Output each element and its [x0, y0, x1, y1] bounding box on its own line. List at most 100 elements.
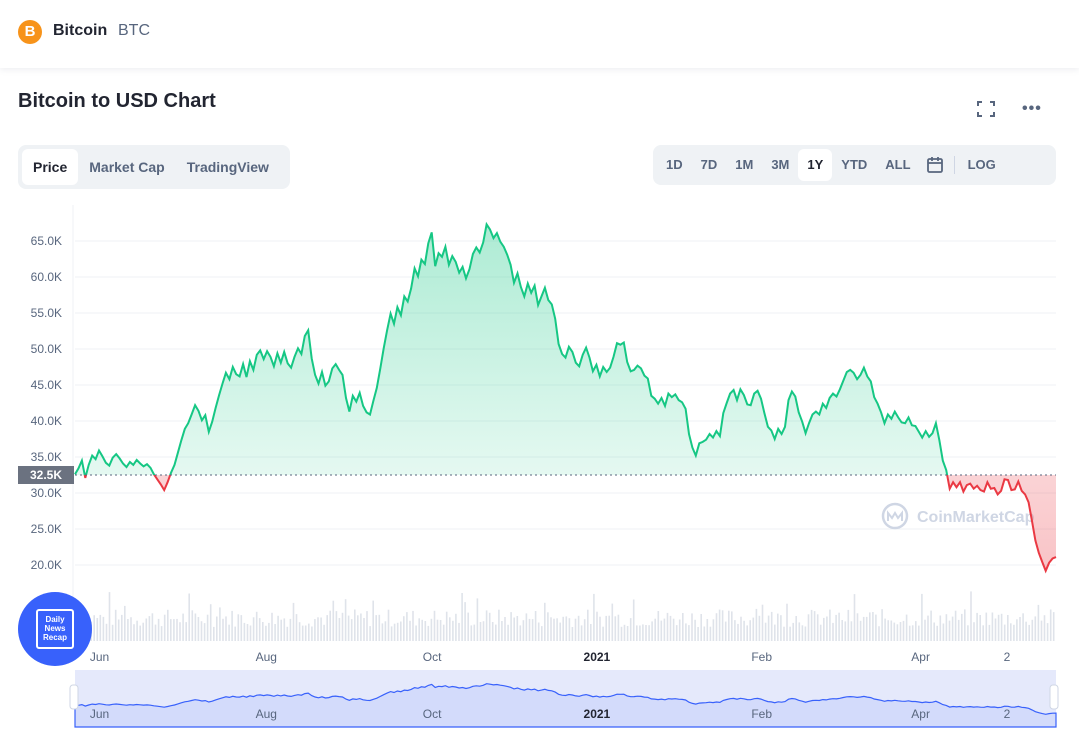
volume-bar — [108, 592, 111, 641]
volume-bar — [642, 624, 644, 641]
volume-bar — [924, 619, 926, 641]
volume-bar — [574, 618, 577, 641]
volume-bar — [504, 617, 506, 641]
volume-bar — [191, 610, 194, 641]
navigator-right-handle[interactable] — [1049, 684, 1059, 710]
volume-bar — [761, 604, 764, 641]
volume-bar — [350, 619, 353, 641]
volume-bar — [436, 619, 439, 641]
tab-price[interactable]: Price — [22, 149, 79, 185]
volume-bar — [639, 625, 641, 641]
volume-bar — [991, 612, 994, 641]
svg-text:32.5K: 32.5K — [30, 468, 62, 482]
time-navigator[interactable]: Jun Aug Oct 2021 Feb Apr 2 — [69, 670, 1059, 728]
volume-bar — [170, 619, 172, 641]
volume-bar — [1034, 616, 1037, 641]
volume-bar — [712, 619, 715, 641]
volume-bar — [139, 625, 141, 641]
volume-bar — [188, 593, 190, 641]
fullscreen-icon[interactable] — [976, 100, 996, 118]
chart-title: Bitcoin to USD Chart — [18, 90, 216, 112]
volume-bar — [997, 614, 1000, 641]
volume-bar — [265, 625, 267, 641]
more-options-icon[interactable]: ••• — [1022, 100, 1042, 117]
coin-name[interactable]: Bitcoin — [53, 22, 108, 39]
volume-bar — [498, 609, 500, 641]
navigator-labels: Jun Aug Oct 2021 Feb Apr 2 — [90, 707, 1011, 721]
volume-bar — [605, 615, 607, 641]
volume-bar — [133, 624, 135, 641]
volume-bar — [936, 625, 938, 641]
volume-bar — [473, 624, 476, 641]
volume-bar — [780, 615, 782, 641]
volume-bar — [985, 612, 988, 641]
volume-bar — [283, 618, 286, 641]
range-7d[interactable]: 7D — [700, 157, 718, 172]
time-range-selector: 1D 7D 1M 3M 1Y YTD ALL LOG — [653, 145, 1056, 185]
volume-bar — [703, 626, 706, 641]
navigator-tick-label: Feb — [751, 707, 772, 721]
volume-bar — [537, 622, 540, 641]
volume-bar — [344, 599, 347, 641]
volume-bar — [384, 621, 387, 641]
volume-bar — [878, 626, 880, 641]
volume-bar — [234, 626, 236, 641]
volume-bar — [1031, 619, 1034, 641]
news-label-1: Daily — [45, 615, 65, 624]
volume-bar — [491, 622, 494, 641]
volume-bar — [387, 609, 390, 641]
volume-bar — [678, 619, 681, 641]
volume-bar — [228, 624, 230, 641]
volume-bar — [770, 611, 773, 641]
volume-bar — [332, 600, 335, 641]
volume-bar — [694, 619, 696, 641]
volume-bar — [593, 593, 595, 641]
volume-bar — [421, 619, 423, 641]
daily-news-recap-button[interactable]: Daily News Recap — [18, 592, 92, 666]
volume-bar — [688, 625, 690, 641]
volume-bar — [213, 626, 215, 641]
price-chart[interactable]: 65.0K 60.0K 55.0K 50.0K 45.0K 40.0K 35.0K 30.0K… — [0, 195, 1079, 733]
volume-bar — [749, 620, 751, 641]
volume-bar — [979, 615, 981, 641]
coin-symbol: BTC — [118, 22, 150, 39]
volume-bar — [556, 618, 558, 641]
tab-tradingview[interactable]: TradingView — [186, 159, 269, 175]
volume-bar — [792, 622, 794, 641]
range-1m[interactable]: 1M — [735, 157, 754, 172]
calendar-icon[interactable] — [920, 149, 950, 181]
tab-market-cap[interactable]: Market Cap — [89, 159, 165, 175]
volume-bar — [442, 624, 445, 641]
price-area-above — [74, 221, 1056, 475]
range-1y[interactable]: 1Y — [798, 149, 833, 181]
volume-bar — [203, 623, 206, 641]
range-3m[interactable]: 3M — [771, 157, 790, 172]
chart-type-tabs: Price Market Cap TradingView — [18, 145, 290, 189]
volume-bar — [96, 618, 99, 641]
volume-bar — [182, 613, 184, 641]
volume-bar — [844, 621, 847, 641]
log-scale-toggle[interactable]: LOG — [967, 157, 996, 172]
volume-bar — [163, 614, 166, 641]
volume-bar — [396, 622, 399, 641]
volume-bar — [691, 613, 693, 641]
volume-bar — [231, 610, 233, 641]
volume-bar — [813, 611, 816, 641]
price-area-below — [75, 475, 1057, 574]
volume-bar — [571, 627, 574, 641]
range-1d[interactable]: 1D — [666, 157, 683, 172]
navigator-left-handle[interactable] — [69, 684, 79, 710]
volume-bar — [1022, 613, 1024, 641]
volume-bar — [608, 615, 610, 641]
volume-bar — [151, 613, 154, 641]
y-tick-label: 35.0K — [31, 450, 62, 464]
volume-bar — [887, 620, 889, 641]
volume-bar — [393, 623, 396, 641]
range-all[interactable]: ALL — [885, 157, 911, 172]
range-ytd[interactable]: YTD — [841, 157, 868, 172]
volume-bar — [945, 614, 948, 641]
volume-bar — [810, 609, 813, 641]
volume-bar — [709, 626, 712, 641]
volume-bar — [400, 621, 402, 641]
volume-bar — [464, 602, 466, 641]
